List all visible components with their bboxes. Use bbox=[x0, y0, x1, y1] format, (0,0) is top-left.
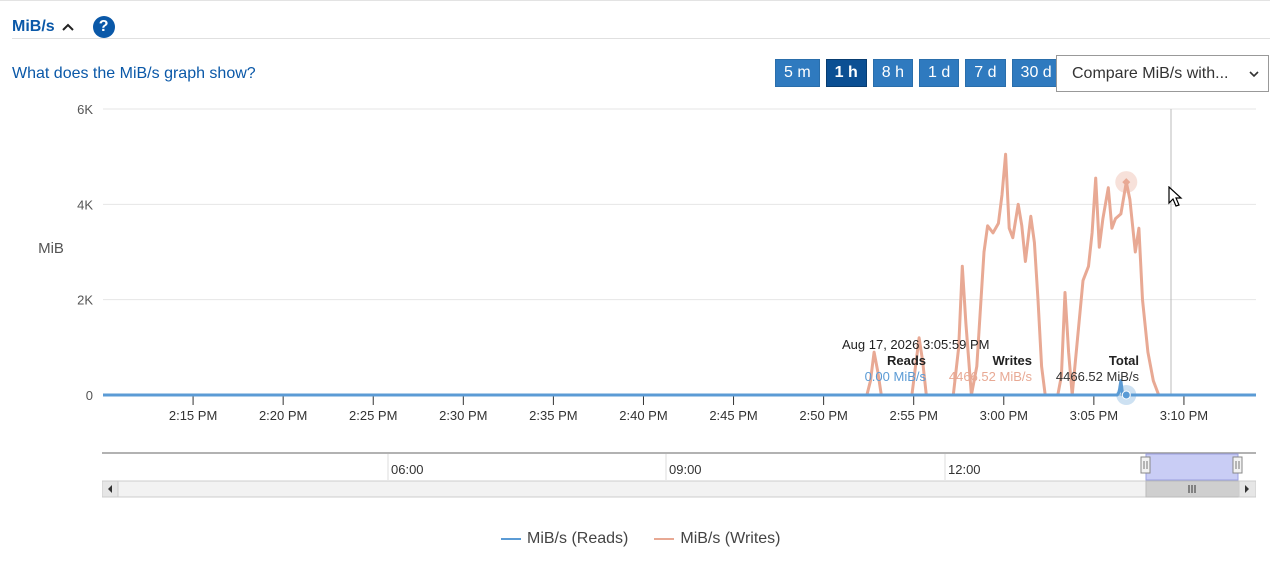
y-axis: 0 2K 4K 6K bbox=[77, 102, 93, 403]
y-tick-label: 2K bbox=[77, 293, 93, 308]
tooltip-time: Aug 17, 2026 3:05:59 PM bbox=[842, 337, 990, 352]
x-tick-label: 3:05 PM bbox=[1070, 408, 1118, 423]
x-tick-label: 2:15 PM bbox=[169, 408, 217, 423]
legend-reads-label: MiB/s (Reads) bbox=[527, 530, 629, 547]
range-5m-button[interactable]: 5 m bbox=[775, 59, 820, 87]
top-divider bbox=[0, 0, 1270, 1]
navigator-selection[interactable] bbox=[1145, 453, 1239, 481]
scroll-right-icon bbox=[1245, 485, 1249, 493]
tooltip-total-value: 4466.52 MiB/s bbox=[1055, 369, 1139, 384]
header-divider bbox=[12, 38, 1270, 39]
time-range-buttons: 5 m 1 h 8 h 1 d 7 d 30 d bbox=[775, 59, 1061, 87]
legend-writes-label: MiB/s (Writes) bbox=[680, 530, 781, 547]
y-tick-label: 0 bbox=[86, 388, 93, 403]
y-axis-label: MiB bbox=[38, 240, 64, 257]
chart-markers bbox=[1115, 171, 1138, 405]
reads-marker bbox=[1121, 390, 1131, 400]
range-1d-button[interactable]: 1 d bbox=[919, 59, 960, 87]
chart-tooltip: Aug 17, 2026 3:05:59 PM Reads 0.00 MiB/s… bbox=[842, 337, 1139, 385]
navigator-handle-right[interactable] bbox=[1232, 456, 1243, 474]
tooltip-total-label: Total bbox=[1108, 353, 1139, 368]
legend-reads-swatch bbox=[501, 538, 521, 540]
tooltip-writes-label: Writes bbox=[992, 353, 1033, 368]
navigator-label-1200: 12:00 bbox=[948, 462, 981, 477]
panel-title: MiB/s bbox=[12, 18, 55, 35]
series-line-writes bbox=[103, 152, 1256, 397]
compare-select[interactable]: Compare MiB/s with... bbox=[1056, 55, 1269, 92]
x-axis: 2:15 PM 2:20 PM 2:25 PM 2:30 PM 2:35 PM 2:40 … bbox=[103, 394, 1256, 423]
tooltip-reads-value: 0.00 MiB/s bbox=[864, 369, 926, 384]
mouse-cursor-icon bbox=[1168, 186, 1183, 207]
chart-series bbox=[103, 152, 1256, 397]
y-tick-label: 6K bbox=[77, 102, 93, 117]
x-tick-label: 3:10 PM bbox=[1160, 408, 1208, 423]
help-icon[interactable]: ? bbox=[92, 16, 115, 38]
x-tick-label: 2:45 PM bbox=[709, 408, 757, 423]
x-tick-label: 2:40 PM bbox=[619, 408, 667, 423]
x-tick-label: 2:20 PM bbox=[259, 408, 307, 423]
tooltip-writes-value: 4466.52 MiB/s bbox=[948, 369, 1032, 384]
range-7d-button[interactable]: 7 d bbox=[965, 59, 1006, 87]
scrollbar-track[interactable] bbox=[102, 480, 1256, 498]
navigator-label-0900: 09:00 bbox=[669, 462, 702, 477]
scroll-left-icon bbox=[108, 485, 112, 493]
x-tick-label: 2:25 PM bbox=[349, 408, 397, 423]
x-tick-label: 2:35 PM bbox=[529, 408, 577, 423]
range-1h-button[interactable]: 1 h bbox=[825, 59, 867, 87]
series-line-reads bbox=[103, 379, 1256, 397]
tooltip-reads-label: Reads bbox=[886, 353, 926, 368]
time-navigator: 06:00 09:00 12:00 1 bbox=[102, 452, 1256, 498]
x-tick-label: 2:55 PM bbox=[889, 408, 937, 423]
y-tick-label: 4K bbox=[77, 197, 93, 212]
legend-item-reads[interactable]: MiB/s (Reads) bbox=[501, 530, 628, 548]
writes-marker bbox=[1122, 178, 1131, 187]
x-tick-label: 2:30 PM bbox=[439, 408, 487, 423]
legend-writes-swatch bbox=[654, 538, 675, 540]
chevron-up-icon[interactable] bbox=[61, 20, 75, 34]
graph-info-link[interactable]: What does the MiB/s graph show? bbox=[12, 65, 256, 82]
range-30d-button[interactable]: 30 d bbox=[1011, 59, 1061, 87]
navigator-label-0600: 06:00 bbox=[391, 462, 424, 477]
chevron-down-icon bbox=[1249, 71, 1259, 78]
chart-legend: MiB/s (Reads) MiB/s (Writes) bbox=[501, 530, 781, 548]
x-tick-label: 3:00 PM bbox=[980, 408, 1028, 423]
panel-header: MiB/s ? bbox=[12, 16, 115, 38]
legend-item-writes[interactable]: MiB/s (Writes) bbox=[654, 530, 781, 548]
x-tick-label: 2:50 PM bbox=[799, 408, 847, 423]
range-8h-button[interactable]: 8 h bbox=[872, 59, 914, 87]
compare-select-label: Compare MiB/s with... bbox=[1072, 64, 1229, 82]
mibs-chart: 0 2K 4K 6K MiB 2:15 PM 2:20 PM 2:25 PM 2:30 PM… bbox=[38, 102, 1256, 423]
navigator-handle-left[interactable] bbox=[1140, 456, 1151, 474]
